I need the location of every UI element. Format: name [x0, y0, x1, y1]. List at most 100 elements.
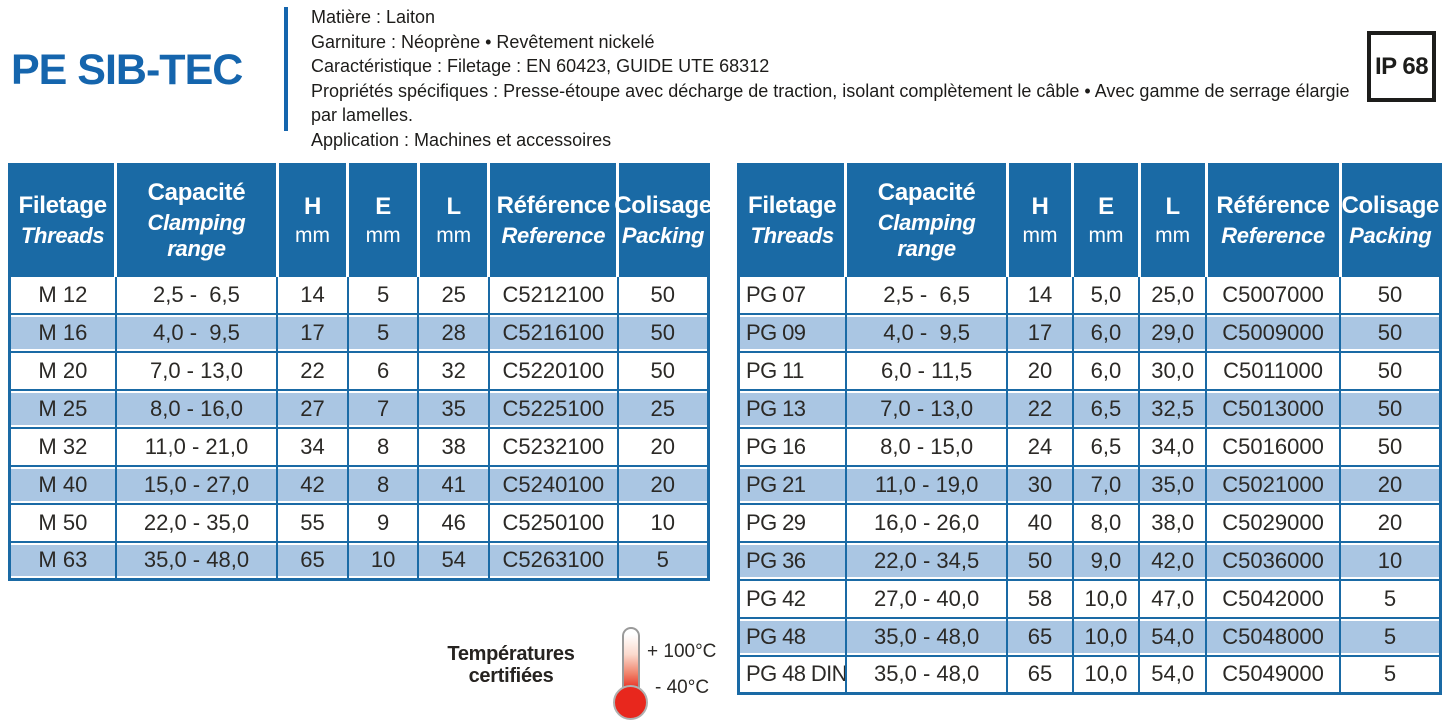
h-cell: 65 [276, 540, 349, 581]
h-cell: 20 [1006, 350, 1074, 391]
reference-cell: C5216100 [487, 312, 619, 353]
col-header-clamping-en: Clamping range [877, 209, 976, 261]
col-header-capacite-fr: Capacité [147, 178, 246, 206]
reference-cell: C5263100 [487, 540, 619, 581]
e-cell: 6,0 [1071, 312, 1141, 353]
thread-cell: PG 21 [737, 464, 847, 505]
col-header-l-unit: mm [436, 223, 472, 247]
col-header-e-letter: E [375, 192, 391, 220]
h-cell: 24 [1006, 426, 1074, 467]
col-header-filetage-fr: Filetage [748, 191, 837, 219]
capacity-cell: 6,0 - 11,5 [844, 350, 1009, 391]
thread-cell: PG 48 DIN [737, 654, 847, 695]
reference-cell: C5250100 [487, 502, 619, 543]
e-cell: 5 [346, 274, 420, 315]
packing-cell: 5 [1339, 616, 1442, 657]
packing-cell: 50 [616, 350, 710, 391]
packing-cell: 5 [1339, 578, 1442, 619]
packing-cell: 20 [616, 426, 710, 467]
l-cell: 46 [417, 502, 490, 543]
packing-cell: 5 [616, 540, 710, 581]
header-divider [284, 7, 288, 131]
packing-cell: 50 [1339, 350, 1442, 391]
col-header-capacite: Capacité Clamping range [844, 164, 1008, 277]
l-cell: 28 [417, 312, 490, 353]
col-header-capacite: Capacité Clamping range [114, 164, 278, 277]
h-cell: 42 [276, 464, 349, 505]
h-cell: 17 [1006, 312, 1074, 353]
info-line-gasket: Garniture : Néoprène • Revêtement nickel… [311, 31, 655, 52]
packing-cell: 10 [616, 502, 710, 543]
packing-cell: 50 [616, 274, 710, 315]
col-header-e: E mm [346, 164, 419, 277]
l-cell: 35,0 [1138, 464, 1207, 505]
col-header-h-unit: mm [295, 223, 330, 247]
col-header-l-unit: mm [1155, 223, 1191, 247]
table-row: PG 16 8,0 - 15,0 24 6,5 34,0 C5016000 50 [737, 426, 1442, 467]
table-row: PG 13 7,0 - 13,0 22 6,5 32,5 C5013000 50 [737, 388, 1442, 429]
capacity-cell: 22,0 - 35,0 [114, 502, 279, 543]
reference-cell: C5029000 [1204, 502, 1342, 543]
l-cell: 42,0 [1138, 540, 1207, 581]
h-cell: 30 [1006, 464, 1074, 505]
capacity-cell: 16,0 - 26,0 [844, 502, 1009, 543]
l-cell: 35 [417, 388, 490, 429]
reference-cell: C5021000 [1204, 464, 1342, 505]
capacity-cell: 8,0 - 16,0 [114, 388, 279, 429]
col-header-l: L mm [1137, 164, 1206, 277]
capacity-cell: 2,5 - 6,5 [114, 274, 279, 315]
certified-temperatures-line1: Températures [447, 643, 575, 665]
e-cell: 6,5 [1071, 388, 1141, 429]
l-cell: 41 [417, 464, 490, 505]
e-cell: 9,0 [1071, 540, 1141, 581]
capacity-cell: 22,0 - 34,5 [844, 540, 1009, 581]
packing-cell: 10 [1339, 540, 1442, 581]
reference-cell: C5042000 [1204, 578, 1342, 619]
e-cell: 5,0 [1071, 274, 1141, 315]
reference-cell: C5232100 [487, 426, 619, 467]
reference-cell: C5212100 [487, 274, 619, 315]
col-header-threads-en: Threads [20, 222, 105, 248]
e-cell: 10,0 [1071, 616, 1141, 657]
e-cell: 7,0 [1071, 464, 1141, 505]
col-header-e: E mm [1071, 164, 1140, 277]
packing-cell: 20 [1339, 464, 1442, 505]
col-header-h-letter: H [303, 192, 322, 220]
pg-thread-table: Filetage Threads Capacité Clamping range… [737, 163, 1442, 695]
packing-cell: 50 [1339, 388, 1442, 429]
table-row: M 25 8,0 - 16,0 27 7 35 C5225100 25 [8, 388, 710, 429]
thread-cell: PG 07 [737, 274, 847, 315]
e-cell: 6,5 [1071, 426, 1141, 467]
col-header-h-unit: mm [1022, 223, 1058, 247]
e-cell: 9 [346, 502, 420, 543]
l-cell: 47,0 [1138, 578, 1207, 619]
reference-cell: C5049000 [1204, 654, 1342, 695]
certified-temperatures-line2: certifiées [468, 665, 554, 687]
product-title: PE SIB-TEC [11, 46, 243, 94]
thread-cell: PG 09 [737, 312, 847, 353]
thread-cell: PG 16 [737, 426, 847, 467]
packing-cell: 20 [1339, 502, 1442, 543]
table-row: PG 21 11,0 - 19,0 30 7,0 35,0 C5021000 20 [737, 464, 1442, 505]
l-cell: 25,0 [1138, 274, 1207, 315]
col-header-colisage: Colisage Packing [1338, 164, 1441, 277]
table-header-row: Filetage Threads Capacité Clamping range… [738, 164, 1441, 277]
l-cell: 32 [417, 350, 490, 391]
h-cell: 65 [1006, 654, 1074, 695]
col-header-clamping-en: Clamping range [147, 209, 246, 261]
reference-cell: C5240100 [487, 464, 619, 505]
packing-cell: 50 [1339, 426, 1442, 467]
reference-cell: C5036000 [1204, 540, 1342, 581]
h-cell: 22 [1006, 388, 1074, 429]
reference-cell: C5013000 [1204, 388, 1342, 429]
e-cell: 8,0 [1071, 502, 1141, 543]
h-cell: 17 [276, 312, 349, 353]
thread-cell: PG 11 [737, 350, 847, 391]
h-cell: 34 [276, 426, 349, 467]
col-header-l: L mm [416, 164, 489, 277]
capacity-cell: 35,0 - 48,0 [844, 654, 1009, 695]
col-header-colisage: Colisage Packing [614, 164, 712, 277]
thread-cell: M 16 [8, 312, 117, 353]
l-cell: 30,0 [1138, 350, 1207, 391]
